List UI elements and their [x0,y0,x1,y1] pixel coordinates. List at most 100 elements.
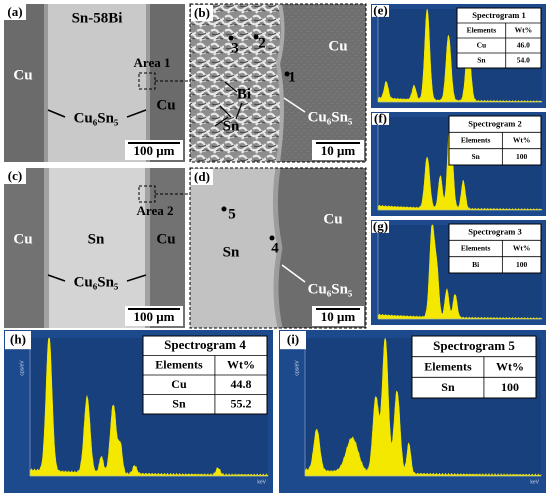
scale-box [125,140,183,160]
imc-layer [272,167,283,329]
panel-label: (i) [287,332,299,347]
text: Sn [223,118,240,134]
text: 3 [231,40,239,56]
text: Sn [88,231,105,247]
imc-layer [44,168,49,328]
table-background [448,115,542,166]
result-table: Spectrogram 5 Elements Wt% Sn 100 [411,335,537,399]
table-header: Wt% [513,136,531,145]
text: Area 1 [134,55,171,70]
table-cell: 100 [501,380,519,394]
table-title: Spectrogram 5 [433,338,515,353]
label-box [191,5,213,21]
label-box [191,169,213,185]
text: Sn [223,244,240,260]
scale-box [125,306,183,326]
table-title: Spectrogram 1 [472,10,525,20]
table-header: Elements [467,26,497,35]
arrow [214,81,243,127]
scale-label: 10 μm [321,309,356,324]
table-header: Elements [461,136,491,145]
label-box [4,168,26,184]
table-header: Wt% [227,358,255,372]
text: 1 [288,69,296,85]
table-cell: Sn [477,56,486,65]
spectrum [29,337,269,477]
spectrum [304,338,542,477]
text: Cu₆Sn₅ [74,110,119,126]
text: Cu [13,231,32,247]
table-title: Spectrogram 4 [164,337,246,352]
area-box [138,72,156,90]
scale-label: 10 μm [321,143,356,158]
table-background [448,223,542,274]
table-header: Elements [424,359,472,373]
point [221,206,227,212]
scale-label: 100 μm [134,143,175,158]
table-title: Spectrogram 3 [468,227,521,237]
table-title: Spectrogram 2 [468,119,521,129]
arrow [281,264,306,283]
text: 2 [258,35,266,51]
area-box [138,185,156,203]
table-cell: 54.0 [517,56,530,65]
table-header: Wt% [496,359,524,373]
x-axis-unit: keV [257,479,266,485]
spectrum [377,224,543,320]
panel-label: (b) [194,5,210,20]
text: Cu₆Sn₅ [74,274,119,290]
panel-label: (a) [7,4,22,19]
table-cell: 100 [516,260,528,269]
table-cell: 46.0 [517,41,530,50]
text: Cu [156,97,175,113]
table-cell: Cu [477,41,487,50]
y-axis-unit: cps/eV [19,360,25,376]
label-box [5,331,31,350]
table-header: Wt% [513,244,531,253]
panel-b: (b) 3 2 1 Bi Sn Cu Cu₆Sn₅ 10 μm [189,3,367,163]
table-cell: Sn [472,152,481,161]
point [284,71,290,77]
spectrum-panel: keV cps/eV (h) Spectrogram 4 Elements Wt% Cu 44… [4,330,273,493]
table-header: Wt% [515,26,533,35]
panel-label: (g) [373,218,388,233]
arrow [283,97,306,113]
table-cell: 55.2 [230,397,251,411]
spectrum [377,116,543,211]
label-box [4,4,26,20]
table-background [411,335,537,399]
text: Cu₆Sn₅ [308,281,353,297]
spectrum [377,8,543,103]
point [253,34,259,40]
panel-label: (c) [8,168,22,183]
table-cell: 44.8 [230,377,251,391]
label-box [372,5,389,17]
text: Cu [328,38,347,54]
result-table: Spectrogram 2 Elements Wt% Sn 100 [448,115,542,166]
spectrum-panel: (f) Spectrogram 2 Elements Wt% Sn 100 [371,110,546,216]
point [269,235,275,241]
imc-layer [44,4,48,162]
scale-box [312,306,364,326]
imc-layer [145,168,150,328]
y-axis-unit: cps/eV [294,360,300,376]
panel-label: (h) [10,332,26,347]
x-axis-unit: keV [530,479,539,485]
table-cell: Cu [171,377,187,391]
table-cell: Sn [441,380,455,394]
solder-region [190,4,280,162]
result-table: Spectrogram 4 Elements Wt% Cu 44.8 Sn 55.2 [142,335,268,415]
text: Cu [156,231,175,247]
imc-layer [146,4,150,162]
point [228,35,234,41]
text: Bi [237,86,251,102]
table-header: Elements [461,244,491,253]
table-cell: Sn [172,397,186,411]
table-cell: Bi [472,260,479,269]
scale-label: 100 μm [134,309,175,324]
panel-label: (d) [194,169,210,184]
text: Cu [13,67,32,83]
solder-region [44,4,150,162]
panel-d: (d) 5 4 Sn Cu Cu₆Sn₅ 10 μm [189,167,367,329]
